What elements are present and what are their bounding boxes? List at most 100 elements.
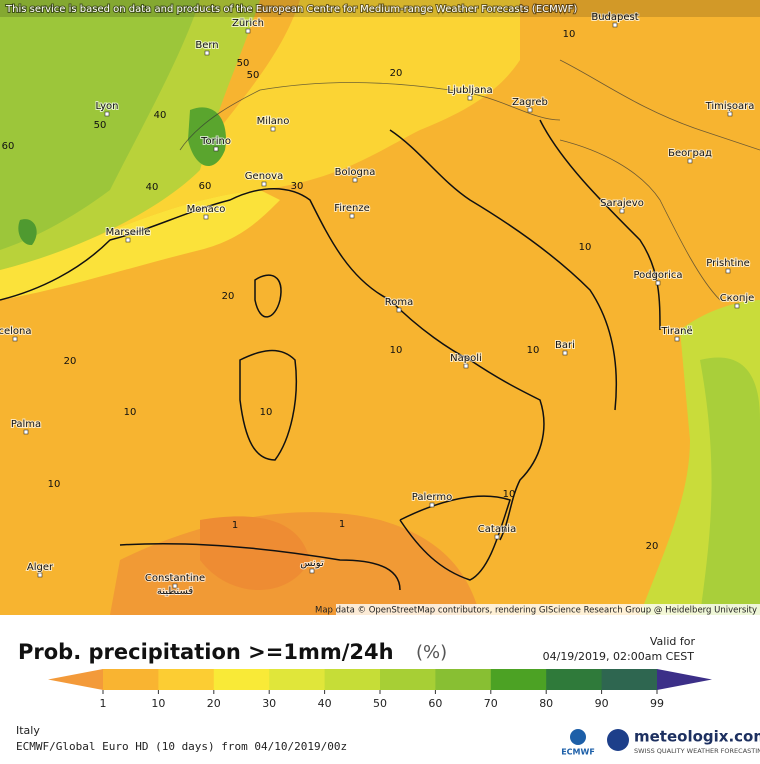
city-label: Ljubljana (447, 85, 492, 96)
city-label: celona (0, 326, 32, 337)
city-marker (687, 158, 693, 164)
colorbar-segment (103, 669, 159, 690)
city-label: Alger (27, 562, 54, 573)
city-label: قسنطينة (157, 586, 194, 597)
colorbar-segment (435, 669, 492, 690)
contour-label: 60 (199, 181, 212, 192)
colorbar-label: 40 (318, 697, 332, 710)
meteologix-logo (607, 729, 629, 751)
city-marker (612, 22, 618, 28)
city-marker (734, 303, 740, 309)
city-label: Podgorica (633, 270, 682, 281)
city-marker (352, 177, 358, 183)
city-marker (725, 268, 731, 274)
ecmwf-notice: This service is based on data and produc… (5, 4, 577, 15)
city-marker (619, 208, 625, 214)
city-label: تونس (300, 558, 324, 569)
contour-label: 10 (563, 29, 576, 40)
high-prob-area (188, 107, 226, 167)
borders (179, 59, 760, 301)
city-label: Lyon (95, 101, 118, 112)
tagline: SWISS QUALITY WEATHER FORECASTING (634, 747, 760, 755)
city-marker (429, 502, 435, 508)
city-label: Palma (11, 419, 41, 430)
colorbar-label: 1 (100, 697, 107, 710)
city-marker (494, 534, 500, 540)
contour-label: 20 (64, 356, 77, 367)
contour-label: 10 (390, 345, 403, 356)
city-marker (104, 111, 110, 117)
city-label: Zagreb (512, 97, 548, 108)
contour-label: 40 (154, 110, 167, 121)
city-label: Napoli (450, 353, 482, 364)
legend-title: Prob. precipitation >=1mm/24h (18, 640, 394, 664)
contour-label: 1 (232, 520, 238, 531)
contour-label: 10 (48, 479, 61, 490)
colorbar-label: 10 (151, 697, 165, 710)
city-marker (727, 111, 733, 117)
colorbar-arrow (48, 669, 103, 690)
city-marker (396, 307, 402, 313)
region-label: Italy (16, 724, 40, 737)
city-label: Genova (245, 171, 283, 182)
city-label: Constantine (145, 573, 205, 584)
city-label: Monaco (187, 204, 226, 215)
city-marker (213, 146, 219, 152)
city-label: Prishtine (706, 258, 749, 269)
colorbar-label: 50 (373, 697, 387, 710)
city-marker (172, 583, 178, 589)
city-marker (463, 363, 469, 369)
colorbar: 1 10 20 30 40 50 60 70 80 90 99 (48, 669, 712, 710)
city-marker (12, 336, 18, 342)
colorbar-label: 80 (539, 697, 553, 710)
colorbar-arrow (657, 669, 712, 690)
city-marker (204, 50, 210, 56)
high-prob-area (0, 0, 200, 250)
city-marker (245, 28, 251, 34)
coastlines (0, 119, 661, 591)
colorbar-segment (601, 669, 658, 690)
low-prob-area (200, 516, 310, 590)
city-marker (655, 280, 661, 286)
contour-label: 20 (222, 291, 235, 302)
city-label: Milano (257, 116, 290, 127)
contour-label: 1 (339, 519, 345, 530)
city-label: Београд (668, 148, 712, 159)
city-label: Bologna (335, 167, 376, 178)
contour-label: 10 (124, 407, 137, 418)
mid-prob-area (0, 0, 520, 270)
city-label: Скопје (720, 292, 755, 304)
contour-label: 50 (237, 58, 250, 69)
contour-label: 60 (2, 141, 15, 152)
map-attribution: Map data © OpenStreetMap contributors, r… (315, 606, 757, 616)
contour-label: 40 (146, 182, 159, 193)
city-label: Torino (200, 136, 231, 147)
city-marker (527, 107, 533, 113)
attribution-band (336, 604, 760, 615)
city-label: Catania (478, 524, 516, 535)
city-marker (467, 95, 473, 101)
contour-label: 10 (527, 345, 540, 356)
city-label: Bari (555, 340, 575, 351)
city-marker (261, 181, 267, 187)
valid-time: 04/19/2019, 02:00am CEST (543, 650, 695, 663)
city-label: Zürich (232, 18, 264, 29)
mid-prob-area (0, 190, 280, 300)
colorbar-label: 99 (650, 697, 664, 710)
city-label: Budapest (591, 12, 638, 23)
contour-label: 10 (503, 489, 516, 500)
contour-label: 30 (291, 181, 304, 192)
city-label: Bern (195, 40, 218, 51)
colorbar-segment (380, 669, 436, 690)
ecmwf-logo (570, 729, 586, 745)
city-label: Marseille (106, 227, 151, 238)
contour-label: 10 (579, 242, 592, 253)
model-label: ECMWF/Global Euro HD (10 days) from 04/1… (16, 740, 347, 753)
city-marker (203, 214, 209, 220)
colorbar-label: 20 (207, 697, 221, 710)
city-marker (309, 568, 315, 574)
contour-label: 50 (247, 70, 260, 81)
